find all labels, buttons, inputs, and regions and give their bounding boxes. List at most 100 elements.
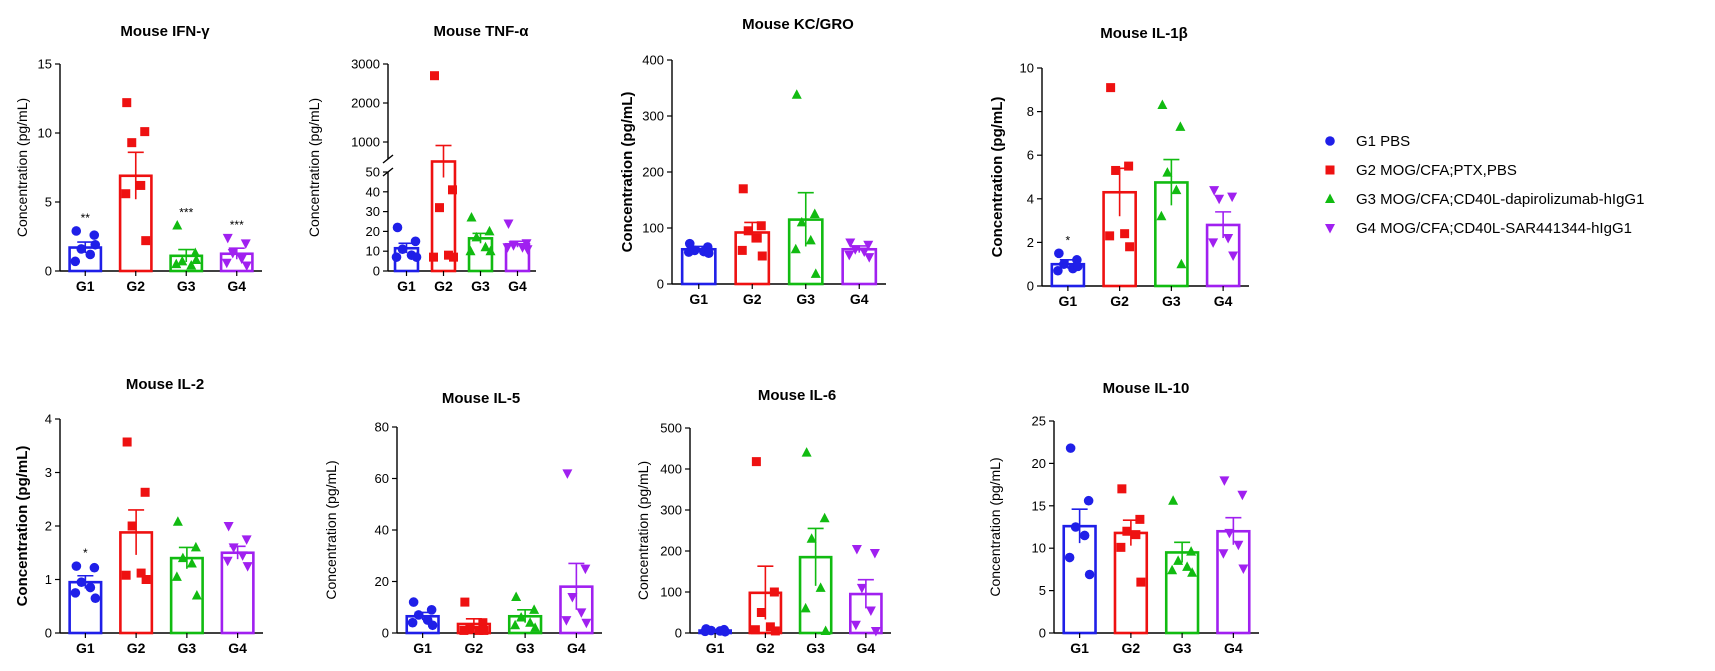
data-point [751, 457, 761, 467]
data-point [140, 127, 150, 137]
data-point [530, 622, 541, 632]
legend-marker [1325, 136, 1335, 146]
data-point [484, 225, 495, 236]
data-point [1214, 194, 1225, 205]
data-point [448, 185, 457, 195]
data-point [485, 245, 496, 256]
y-tick-label: 50 [366, 165, 380, 180]
data-point [870, 626, 881, 637]
data-point [580, 564, 591, 575]
data-point [177, 255, 188, 266]
x-tick-label: G1 [689, 291, 708, 307]
data-point [850, 245, 861, 255]
data-point [856, 583, 867, 594]
data-point [529, 604, 540, 614]
bar-g4 [1216, 529, 1251, 635]
data-point [407, 617, 418, 628]
data-point [240, 239, 251, 249]
x-tick-label: G1 [76, 640, 95, 656]
data-point [769, 587, 779, 597]
data-point [1237, 490, 1248, 501]
x-tick-label: G3 [1173, 640, 1192, 656]
y-tick-label: 1 [45, 572, 52, 587]
y-tick-label: 20 [1032, 456, 1046, 471]
data-point [241, 535, 252, 545]
y-tick-label: 10 [1032, 541, 1046, 556]
data-point [122, 98, 132, 108]
y-tick-label: 400 [642, 53, 664, 68]
data-point [480, 241, 491, 252]
data-point [171, 571, 182, 581]
data-point [1186, 546, 1197, 556]
x-tick-label: G4 [227, 278, 246, 294]
legend: G1 PBS G2 MOG/CFA;PTX,PBS G3 MOG/CFA;CD40L… [1325, 133, 1644, 237]
data-point [76, 577, 87, 587]
data-point [1167, 564, 1178, 575]
legend-entry: G2 MOG/CFA;PTX,PBS [1325, 162, 1517, 179]
data-point [171, 258, 182, 269]
data-point [720, 626, 730, 637]
x-tick-label: G3 [516, 640, 535, 656]
data-point [121, 189, 131, 199]
x-tick-label: G4 [850, 291, 869, 307]
y-tick-label: 0 [45, 264, 52, 279]
data-point [70, 588, 81, 598]
data-point [466, 212, 477, 222]
data-point [1156, 210, 1167, 221]
y-tick-label: 2 [1027, 235, 1034, 250]
y-tick-label: 3 [45, 465, 52, 480]
data-point [136, 180, 146, 190]
y-tick-label: 40 [366, 184, 380, 199]
data-point [222, 556, 233, 567]
data-point [844, 250, 855, 261]
chart-panel-8: Mouse IL-10 Concentration (pg/mL) 0 5 10 15 20… [987, 380, 1259, 656]
chart-title: Mouse IL-5 [442, 390, 520, 407]
chart-title: Mouse TNF-α [433, 23, 529, 40]
data-point [1173, 555, 1184, 565]
chart-title: Mouse IL-2 [126, 376, 204, 393]
data-point [703, 248, 714, 258]
x-tick-label: G3 [471, 278, 490, 294]
data-point [1073, 261, 1083, 272]
data-point [1120, 229, 1130, 239]
legend-marker [1325, 193, 1335, 203]
data-point [757, 251, 767, 261]
data-point [576, 608, 587, 618]
data-point [1228, 251, 1239, 261]
data-point [859, 247, 870, 258]
data-point [141, 236, 151, 246]
data-point [474, 625, 484, 635]
data-point [756, 608, 766, 617]
data-point [869, 549, 880, 559]
data-point [90, 593, 101, 604]
data-point [444, 250, 453, 260]
data-point [1054, 248, 1064, 259]
data-point [186, 259, 197, 270]
data-point [522, 245, 533, 255]
y-tick-label: 4 [45, 412, 52, 427]
data-point [865, 606, 876, 616]
data-point [503, 219, 514, 229]
data-point [1083, 495, 1094, 506]
data-point [820, 625, 831, 635]
data-point [1176, 258, 1187, 269]
data-point [581, 618, 592, 629]
y-tick-label: 40 [375, 523, 389, 538]
data-point [140, 487, 150, 497]
y-tick-label: 15 [1032, 498, 1046, 513]
data-point [743, 226, 753, 236]
y-tick-label: 300 [642, 109, 664, 124]
data-point [228, 543, 239, 553]
y-tick-label: 6 [1027, 148, 1034, 163]
x-tick-label: G2 [465, 640, 484, 656]
data-point [765, 622, 775, 632]
data-point [241, 261, 252, 271]
x-tick-label: G3 [806, 640, 825, 656]
data-point [242, 562, 253, 572]
y-tick-label: 80 [375, 420, 389, 435]
chart-panel-4: Mouse IL-1β Concentration (pg/mL) 0 2 4 6 8 10 G… [989, 25, 1249, 309]
data-point [1070, 522, 1081, 532]
y-axis-label: Concentration (pg/mL) [14, 98, 30, 237]
y-tick-label: 200 [660, 544, 682, 559]
data-point [511, 591, 522, 601]
